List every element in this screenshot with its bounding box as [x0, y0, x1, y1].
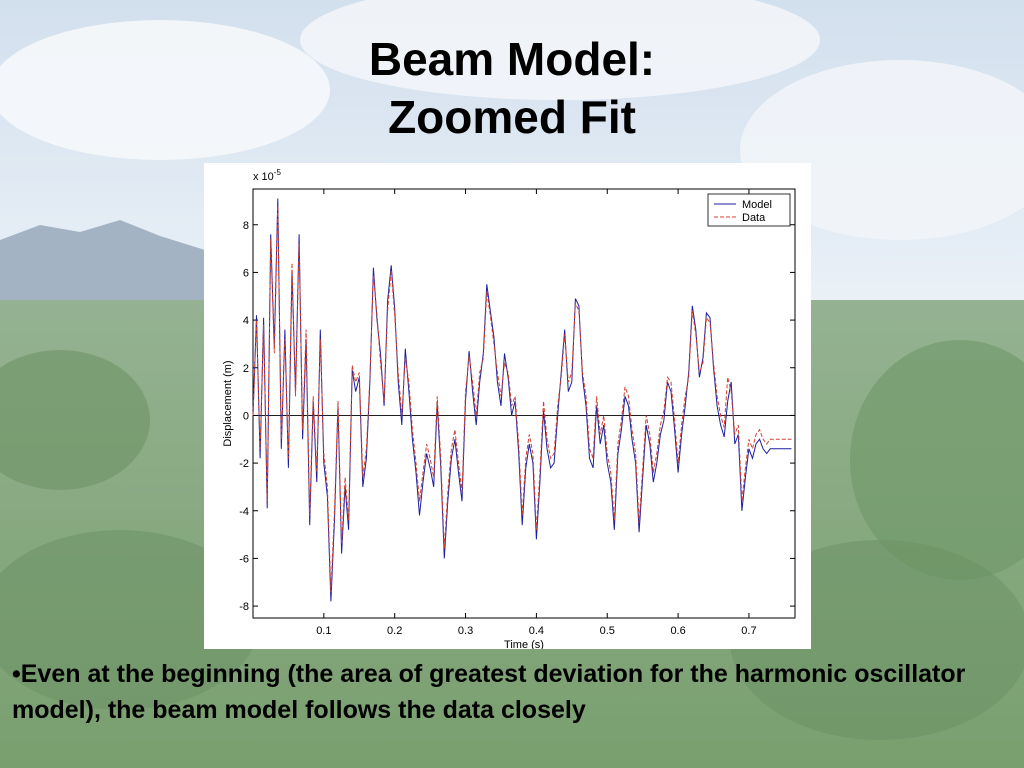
slide-title: Beam Model: Zoomed Fit — [0, 30, 1024, 146]
legend-label: Model — [742, 199, 772, 211]
plot-frame — [252, 188, 796, 619]
x-tick-label: 0.5 — [600, 625, 615, 637]
labels-layer: 0.1 0.2 0.3 0.4 0.5 0.6 0.7 -8 -6 -4 -2 0 2 4 6 8 Time (… — [222, 168, 791, 649]
series-line-model — [252, 198, 792, 602]
y-tick-label: -8 — [239, 601, 249, 613]
y-tick-label: 2 — [243, 363, 249, 375]
slide-title-line-1: Beam Model: — [368, 33, 656, 85]
series-line-data — [252, 205, 792, 592]
legend-box — [707, 193, 791, 227]
tree-cluster — [850, 340, 1024, 580]
x-tick-label: 0.7 — [741, 625, 756, 637]
legend-label: Data — [742, 212, 766, 224]
y-tick-label: 0 — [243, 410, 249, 422]
y-axis-label: Displacement (m) — [222, 360, 234, 446]
y-tick-label: -6 — [239, 553, 249, 565]
x-tick-label: 0.2 — [387, 625, 402, 637]
tree-cluster — [0, 530, 260, 710]
x-tick-label: 0.3 — [458, 625, 473, 637]
y-tick-label: 8 — [243, 220, 249, 232]
series-layer — [252, 198, 792, 602]
y-tick-label: -2 — [239, 458, 249, 470]
y-axis-exponent: x 10-5 — [253, 168, 281, 183]
chart-svg: 0.1 0.2 0.3 0.4 0.5 0.6 0.7 -8 -6 -4 -2 0 2 4 6 8 Time (… — [222, 168, 796, 649]
x-tick-label: 0.1 — [316, 625, 331, 637]
y-tick-label: 6 — [243, 267, 249, 279]
tree-cluster — [0, 350, 150, 490]
y-tick-label: -4 — [239, 506, 249, 518]
cloud — [0, 20, 330, 160]
x-tick-label: 0.6 — [670, 625, 685, 637]
axes-layer — [252, 188, 796, 619]
y-tick-label: 4 — [243, 315, 249, 327]
x-axis-label: Time (s) — [504, 639, 544, 649]
cloud — [300, 0, 820, 100]
bullet-text: •Even at the beginning (the area of grea… — [12, 660, 966, 724]
cloud — [740, 60, 1024, 240]
chart-figure: 0.1 0.2 0.3 0.4 0.5 0.6 0.7 -8 -6 -4 -2 0 2 4 6 8 Time (… — [204, 163, 811, 649]
y-axis-exponent-power: -5 — [274, 168, 282, 177]
slide-title-line-2: Zoomed Fit — [388, 91, 636, 143]
x-tick-label: 0.4 — [529, 625, 544, 637]
y-axis-exponent-base: x 10 — [253, 171, 274, 183]
